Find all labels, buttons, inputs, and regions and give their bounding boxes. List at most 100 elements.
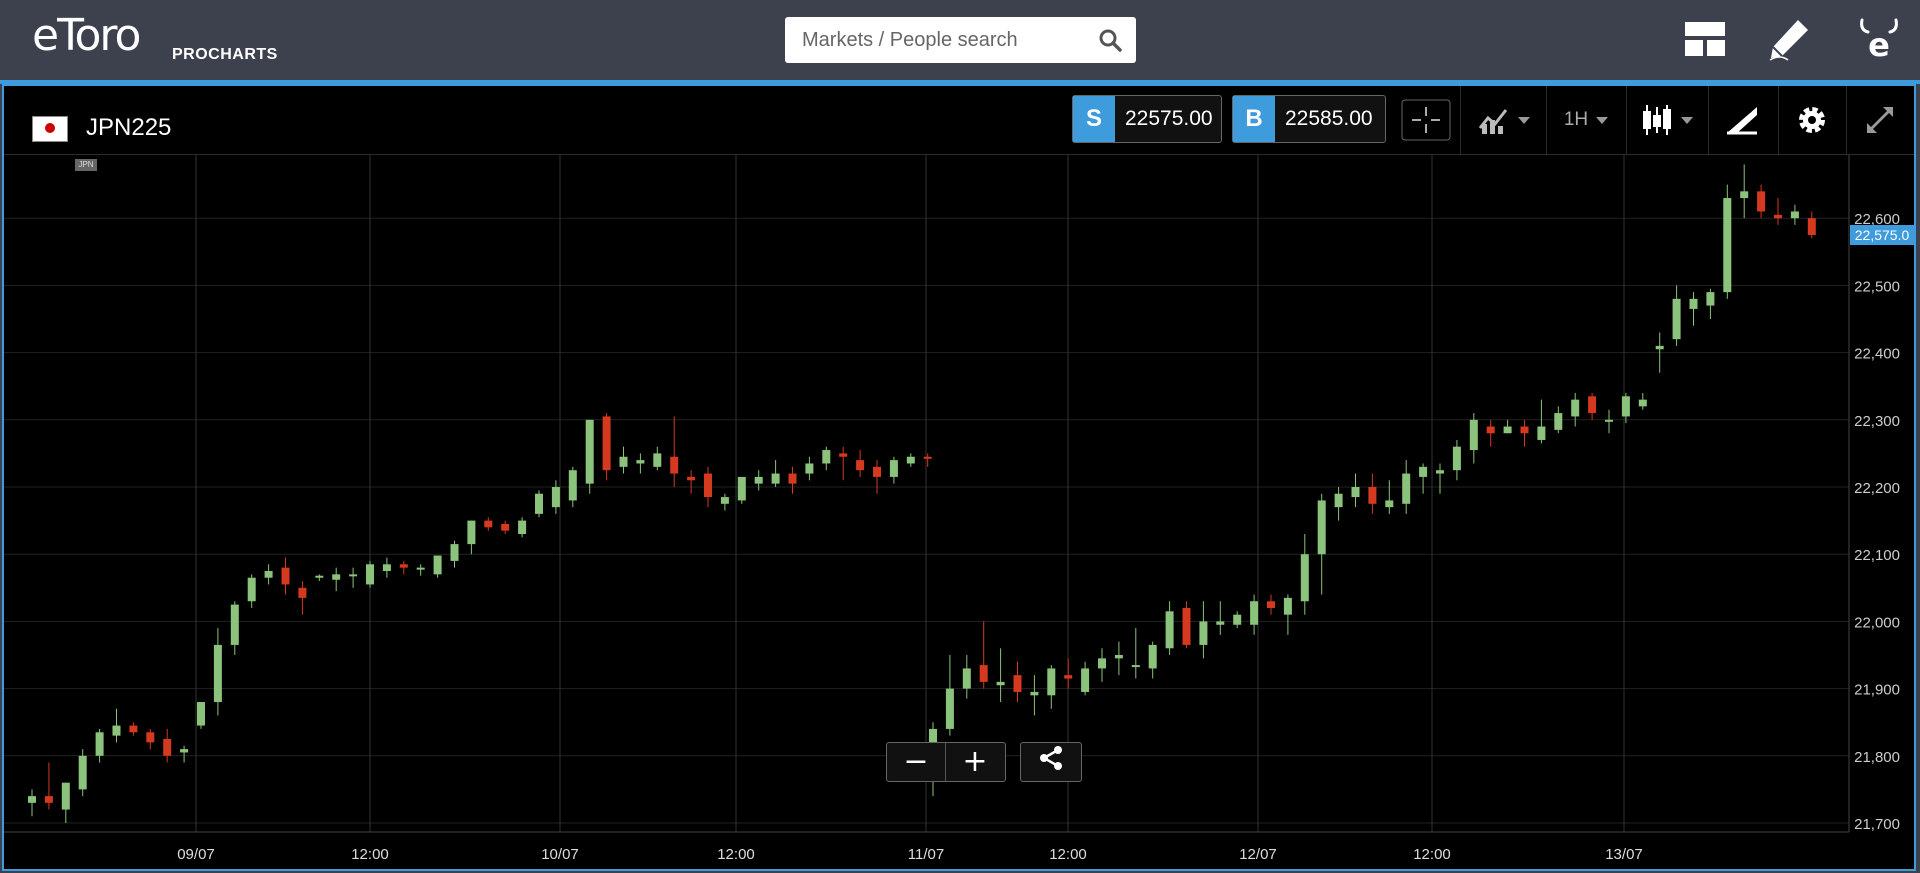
candle-body[interactable] <box>1588 396 1597 414</box>
candle-body[interactable] <box>112 725 121 736</box>
candle-body[interactable] <box>1452 446 1461 471</box>
candle-body[interactable] <box>484 520 493 528</box>
candle-body[interactable] <box>670 456 679 474</box>
candle-body[interactable] <box>1368 487 1377 504</box>
candle-body[interactable] <box>805 463 814 474</box>
candle-body[interactable] <box>1317 500 1326 555</box>
candle-body[interactable] <box>366 564 374 585</box>
candle-body[interactable] <box>1013 675 1022 692</box>
candle-body[interactable] <box>1385 500 1394 508</box>
candle-body[interactable] <box>1672 298 1681 340</box>
zoom-out-button[interactable]: − <box>887 743 945 781</box>
candle-body[interactable] <box>1216 621 1225 625</box>
candle-body[interactable] <box>197 702 205 726</box>
candle-body[interactable] <box>28 796 36 803</box>
settings-button[interactable] <box>1778 86 1845 154</box>
etoro-logo[interactable]: eToro <box>32 10 141 61</box>
candle-body[interactable] <box>568 470 577 501</box>
candle-body[interactable] <box>315 575 324 578</box>
fullscreen-button[interactable] <box>1846 86 1913 154</box>
candle-body[interactable] <box>551 487 560 508</box>
candle-body[interactable] <box>585 419 594 484</box>
candle-body[interactable] <box>602 416 611 471</box>
candle-body[interactable] <box>923 456 932 459</box>
candle-body[interactable] <box>1638 399 1647 407</box>
markets-people-search-input[interactable] <box>785 17 1136 63</box>
candle-body[interactable] <box>822 450 831 464</box>
layout-icon[interactable] <box>1682 16 1728 62</box>
candle-body[interactable] <box>180 749 189 753</box>
candle-body[interactable] <box>1689 298 1698 309</box>
candle-body[interactable] <box>450 544 459 561</box>
candle-body[interactable] <box>737 476 746 501</box>
candle-body[interactable] <box>44 796 53 803</box>
candle-body[interactable] <box>1165 611 1174 649</box>
candle-body[interactable] <box>146 732 155 743</box>
candle-body[interactable] <box>720 497 729 504</box>
candle-body[interactable] <box>1351 487 1360 498</box>
candle-body[interactable] <box>535 493 543 514</box>
candle-body[interactable] <box>1114 655 1123 659</box>
candle-body[interactable] <box>979 665 988 682</box>
candle-body[interactable] <box>1131 665 1140 668</box>
candle-body[interactable] <box>704 473 712 498</box>
instrument-symbol[interactable]: JPN225 <box>86 114 172 141</box>
candle-body[interactable] <box>349 574 358 577</box>
indicators-button[interactable] <box>1460 86 1547 154</box>
candle-body[interactable] <box>962 668 971 689</box>
timeframe-selector[interactable]: 1H <box>1546 86 1625 154</box>
candle-body[interactable] <box>1098 658 1106 669</box>
candle-body[interactable] <box>996 681 1005 686</box>
candle-body[interactable] <box>636 460 645 464</box>
candle-body[interactable] <box>653 453 662 467</box>
candle-body[interactable] <box>1520 426 1529 434</box>
candle-body[interactable] <box>1182 607 1191 645</box>
candle-body[interactable] <box>889 460 898 477</box>
candle-body[interactable] <box>230 604 239 645</box>
candle-body[interactable] <box>1790 211 1799 219</box>
candle-body[interactable] <box>873 466 881 477</box>
candle-body[interactable] <box>856 460 865 471</box>
candle-body[interactable] <box>332 574 341 580</box>
candle-body[interactable] <box>788 473 797 484</box>
candle-body[interactable] <box>501 523 510 531</box>
candle-body[interactable] <box>1047 668 1056 696</box>
candle-body[interactable] <box>1706 292 1715 306</box>
candle-body[interactable] <box>1774 214 1782 219</box>
candle-body[interactable] <box>1199 621 1208 645</box>
candle-body[interactable] <box>518 520 527 535</box>
candle-body[interactable] <box>906 456 915 464</box>
candle-body[interactable] <box>1554 413 1563 430</box>
zoom-in-button[interactable]: + <box>946 743 1004 781</box>
candle-body[interactable] <box>1300 554 1309 602</box>
candle-body[interactable] <box>839 453 848 457</box>
candle-body[interactable] <box>1621 396 1630 417</box>
crosshair-button[interactable] <box>1398 86 1454 154</box>
candle-body[interactable] <box>1571 399 1580 417</box>
candle-body[interactable] <box>1486 426 1495 434</box>
candle-body[interactable] <box>61 782 70 810</box>
candle-body[interactable] <box>163 739 172 756</box>
candle-body[interactable] <box>1740 191 1749 199</box>
candle-body[interactable] <box>95 732 104 756</box>
candle-body[interactable] <box>298 587 307 598</box>
candle-body[interactable] <box>1655 345 1664 350</box>
candle-body[interactable] <box>467 520 476 545</box>
candle-body[interactable] <box>1064 675 1073 679</box>
candle-body[interactable] <box>771 473 780 484</box>
candle-body[interactable] <box>1030 691 1039 696</box>
candle-body[interactable] <box>1402 473 1411 504</box>
candle-body[interactable] <box>1283 597 1292 615</box>
candle-body[interactable] <box>213 644 222 703</box>
search-icon[interactable] <box>1098 28 1122 52</box>
candle-body[interactable] <box>1436 470 1444 474</box>
candle-body[interactable] <box>1233 614 1242 625</box>
candle-body[interactable] <box>433 555 442 575</box>
candle-body[interactable] <box>1807 218 1816 235</box>
candle-body[interactable] <box>687 476 696 481</box>
buy-button[interactable]: B 22585.00 <box>1232 95 1386 143</box>
share-button[interactable] <box>1021 743 1081 781</box>
candle-body[interactable] <box>281 567 290 585</box>
candle-body[interactable] <box>1605 419 1613 422</box>
candle-body[interactable] <box>1469 419 1478 451</box>
